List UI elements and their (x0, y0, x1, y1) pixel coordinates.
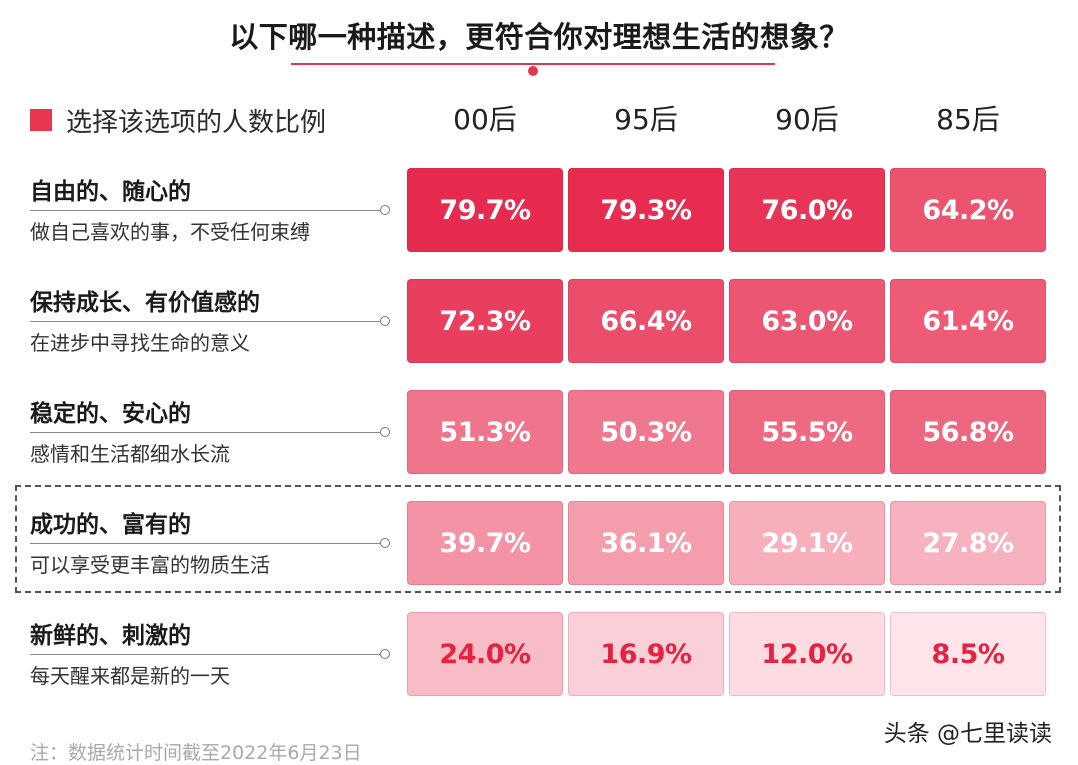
row-title: 保持成长、有价值感的 (30, 290, 260, 316)
heatmap-cell: 36.1% (568, 501, 724, 585)
row-connector-dot (380, 538, 390, 548)
heatmap-cell: 79.3% (568, 168, 724, 252)
heatmap-cell: 12.0% (729, 612, 885, 696)
heatmap-cell: 50.3% (568, 390, 724, 474)
column-header: 85后 (936, 103, 1000, 136)
heatmap-cell: 51.3% (407, 390, 563, 474)
legend-swatch (30, 109, 52, 131)
row-subtitle: 感情和生活都细水长流 (30, 442, 230, 466)
row-title: 成功的、富有的 (30, 512, 191, 538)
row-title: 新鲜的、刺激的 (30, 623, 191, 649)
heatmap-cell: 56.8% (890, 390, 1046, 474)
heatmap-cell: 29.1% (729, 501, 885, 585)
highlight-box (15, 485, 1061, 593)
column-header: 95后 (614, 103, 678, 136)
row-connector-line (30, 432, 382, 433)
heatmap-cell: 64.2% (890, 168, 1046, 252)
heatmap-cell: 27.8% (890, 501, 1046, 585)
watermark: 头条 @七里读读 (883, 721, 1052, 747)
row-subtitle: 在进步中寻找生命的意义 (30, 331, 250, 355)
heatmap-cell: 79.7% (407, 168, 563, 252)
title-underline (291, 63, 775, 65)
column-header: 00后 (453, 103, 517, 136)
row-title: 自由的、随心的 (30, 179, 191, 205)
row-subtitle: 可以享受更丰富的物质生活 (30, 553, 270, 577)
heatmap-cell: 63.0% (729, 279, 885, 363)
heatmap-cell: 55.5% (729, 390, 885, 474)
row-connector-dot (380, 205, 390, 215)
legend-label: 选择该选项的人数比例 (66, 107, 327, 138)
heatmap-cell: 24.0% (407, 612, 563, 696)
row-connector-line (30, 321, 382, 322)
heatmap-cell: 16.9% (568, 612, 724, 696)
heatmap-cell: 72.3% (407, 279, 563, 363)
heatmap-cell: 39.7% (407, 501, 563, 585)
heatmap-cell: 76.0% (729, 168, 885, 252)
heatmap-cell: 66.4% (568, 279, 724, 363)
row-connector-dot (380, 316, 390, 326)
heatmap-cell: 8.5% (890, 612, 1046, 696)
legend: 选择该选项的人数比例 (30, 100, 326, 140)
row-subtitle: 做自己喜欢的事，不受任何束缚 (30, 220, 310, 244)
row-connector-dot (380, 427, 390, 437)
heatmap-cell: 61.4% (890, 279, 1046, 363)
chart-title: 以下哪一种描述，更符合你对理想生活的想象？ (229, 20, 849, 54)
row-title: 稳定的、安心的 (30, 401, 191, 427)
row-connector-dot (380, 649, 390, 659)
title-dot (528, 66, 538, 76)
column-header: 90后 (775, 103, 839, 136)
row-connector-line (30, 654, 382, 655)
footnote: 注：数据统计时间截至2022年6月23日 (30, 742, 362, 764)
row-subtitle: 每天醒来都是新的一天 (30, 664, 230, 688)
row-connector-line (30, 210, 382, 211)
row-connector-line (30, 543, 382, 544)
